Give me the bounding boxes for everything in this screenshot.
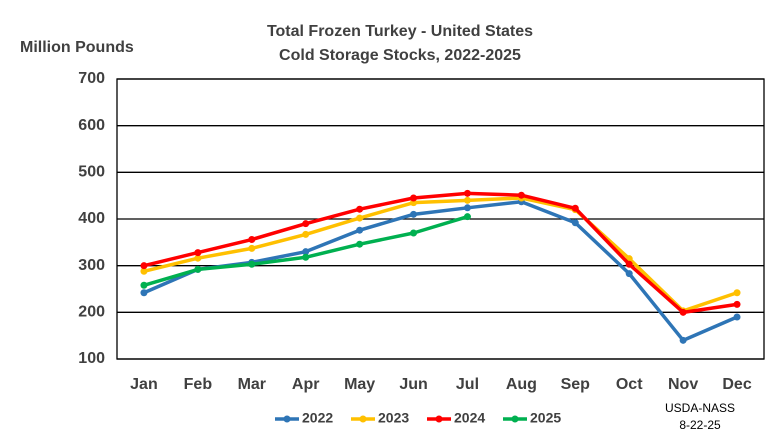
legend-swatch	[283, 415, 291, 423]
y-tick-label: 200	[78, 304, 105, 321]
legend-swatch	[359, 415, 367, 423]
data-point	[140, 289, 148, 297]
y-tick-label: 400	[78, 210, 105, 227]
x-tick-label: Jan	[130, 376, 158, 393]
data-point	[248, 236, 256, 244]
data-point	[625, 260, 633, 268]
series-line	[143, 191, 738, 315]
data-point	[194, 265, 202, 273]
data-point	[517, 191, 525, 199]
legend-swatch	[435, 415, 443, 423]
data-point	[356, 240, 364, 248]
chart-title: Cold Storage Stocks, 2022-2025	[279, 47, 521, 64]
data-point	[356, 226, 364, 234]
series-line	[143, 199, 738, 343]
x-tick-label: Jul	[456, 376, 479, 393]
data-point	[410, 194, 418, 202]
x-tick-label: May	[344, 376, 375, 393]
legend-label: 2024	[454, 410, 485, 426]
source-note: 8-22-25	[679, 418, 721, 432]
data-point	[733, 289, 741, 297]
data-point	[679, 308, 687, 316]
y-axis-label: Million Pounds	[20, 39, 134, 56]
data-point	[410, 229, 418, 237]
legend-swatch	[511, 415, 519, 423]
source-note: USDA-NASS	[665, 401, 735, 415]
y-tick-label: 100	[78, 350, 105, 367]
x-tick-label: Sep	[561, 376, 591, 393]
x-tick-label: Aug	[506, 376, 537, 393]
data-point	[733, 313, 741, 321]
data-point	[302, 253, 310, 261]
data-point	[571, 219, 579, 227]
y-tick-label: 300	[78, 257, 105, 274]
data-point	[571, 204, 579, 212]
data-point	[733, 300, 741, 308]
x-tick-label: Apr	[292, 376, 320, 393]
legend-label: 2023	[378, 410, 409, 426]
data-point	[302, 220, 310, 228]
data-point	[302, 230, 310, 238]
x-tick-label: Feb	[184, 376, 213, 393]
data-point	[463, 189, 471, 197]
data-point	[410, 210, 418, 218]
data-point	[194, 249, 202, 257]
data-point	[463, 196, 471, 204]
x-tick-label: Dec	[722, 376, 751, 393]
y-tick-label: 500	[78, 164, 105, 181]
data-point	[463, 213, 471, 221]
chart-title: Total Frozen Turkey - United States	[267, 23, 533, 40]
data-point	[194, 254, 202, 262]
x-tick-label: Jun	[399, 376, 427, 393]
data-point	[356, 205, 364, 213]
data-point	[140, 281, 148, 289]
x-tick-label: Mar	[238, 376, 266, 393]
data-point	[248, 244, 256, 252]
x-tick-label: Nov	[668, 376, 698, 393]
data-point	[679, 336, 687, 344]
x-tick-label: Oct	[616, 376, 643, 393]
data-point	[140, 262, 148, 270]
data-point	[140, 267, 148, 275]
y-tick-label: 600	[78, 117, 105, 134]
plot-border	[116, 78, 765, 360]
series-line	[143, 196, 738, 313]
data-point	[356, 214, 364, 222]
data-point	[248, 260, 256, 268]
y-tick-label: 700	[78, 70, 105, 87]
data-point	[625, 270, 633, 278]
data-point	[302, 248, 310, 256]
legend-label: 2022	[302, 410, 333, 426]
legend-label: 2025	[530, 410, 561, 426]
data-point	[463, 204, 471, 212]
